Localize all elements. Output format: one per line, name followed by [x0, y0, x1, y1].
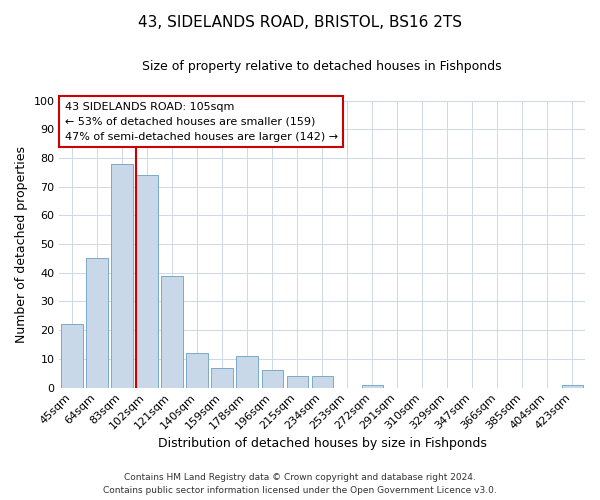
Bar [211, 368, 233, 388]
Y-axis label: Number of detached properties: Number of detached properties [15, 146, 28, 342]
Bar [161, 276, 182, 388]
Bar [187, 353, 208, 388]
Bar [262, 370, 283, 388]
Text: 43 SIDELANDS ROAD: 105sqm
← 53% of detached houses are smaller (159)
47% of semi: 43 SIDELANDS ROAD: 105sqm ← 53% of detac… [65, 102, 338, 142]
Text: Contains HM Land Registry data © Crown copyright and database right 2024.
Contai: Contains HM Land Registry data © Crown c… [103, 474, 497, 495]
Bar [86, 258, 107, 388]
Bar [112, 164, 133, 388]
Title: Size of property relative to detached houses in Fishponds: Size of property relative to detached ho… [142, 60, 502, 73]
Bar [362, 384, 383, 388]
Text: 43, SIDELANDS ROAD, BRISTOL, BS16 2TS: 43, SIDELANDS ROAD, BRISTOL, BS16 2TS [138, 15, 462, 30]
Bar [61, 324, 83, 388]
Bar [136, 175, 158, 388]
Bar [287, 376, 308, 388]
X-axis label: Distribution of detached houses by size in Fishponds: Distribution of detached houses by size … [158, 437, 487, 450]
Bar [236, 356, 258, 388]
Bar [562, 384, 583, 388]
Bar [311, 376, 333, 388]
